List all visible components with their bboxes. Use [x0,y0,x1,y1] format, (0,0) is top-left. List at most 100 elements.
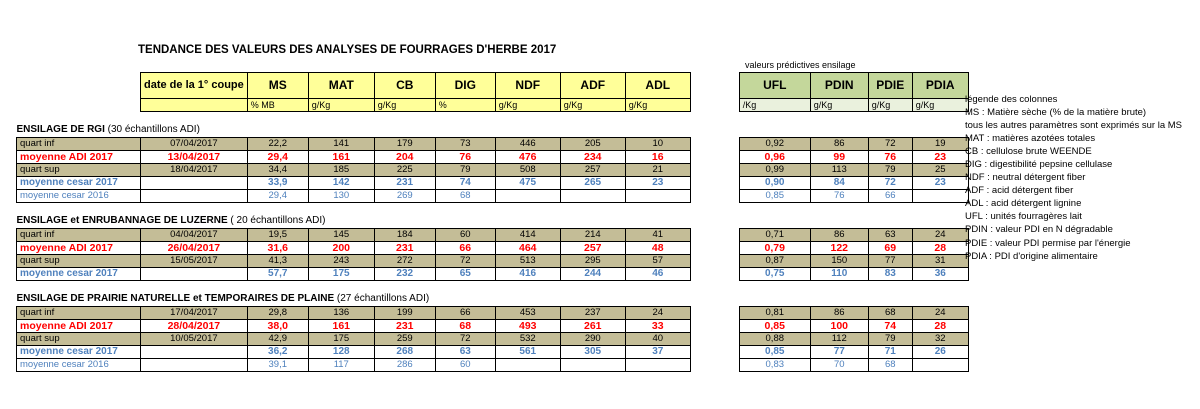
pred-cell: 0,75 [738,267,811,281]
table-row: quart inf 04/04/2017 19,5 145 184 60 414 214 41 0… [16,228,969,242]
pred-cell [911,358,969,372]
value-cell: 175 [307,332,375,346]
value-cell: 175 [307,267,375,281]
value-cell: 72 [434,332,496,346]
value-cell: 63 [434,345,496,359]
unit-cell: g/Kg [867,98,913,112]
value-cell: 184 [373,228,436,242]
section-spacer [17,281,969,292]
pred-cell: 79 [867,332,913,346]
pred-cell: 0,88 [738,332,811,346]
value-cell: 33,9 [246,176,309,190]
row-label: moyenne ADI 2017 [16,319,141,333]
section-subtitle: (30 échantillons ADI) [104,124,200,135]
pred-cell: 0,96 [738,150,811,164]
pred-cell: 112 [809,332,869,346]
pred-cell: 32 [911,332,969,346]
row-label: moyenne ADI 2017 [16,150,141,164]
table-row: moyenne cesar 2017 57,7 175 232 65 416 244 46 0,… [16,267,969,281]
header-mat: MAT [307,72,375,99]
pred-cell: 66 [867,189,913,203]
value-cell: 29,4 [246,150,309,164]
legend-line: PDIE : valeur PDI permise par l'énergie [965,237,1131,249]
unit-cell: g/Kg [494,98,561,112]
row-date [140,358,248,372]
row-label: quart sup [16,332,141,346]
section-subtitle: ( 20 échantillons ADI) [227,215,326,226]
value-cell: 295 [559,254,626,268]
section-title-text: ENSILAGE DE PRAIRIE NATURELLE et TEMPORA… [16,293,335,304]
value-cell: 204 [373,150,436,164]
value-cell: 79 [434,163,496,177]
value-cell: 205 [559,137,626,151]
header-pdia: PDIA [911,72,969,99]
row-date [140,345,248,359]
value-cell: 16 [624,150,691,164]
value-cell: 513 [494,254,561,268]
row-date: 13/04/2017 [140,150,248,164]
value-cell: 60 [434,228,496,242]
value-cell: 34,4 [246,163,309,177]
value-cell: 72 [434,254,496,268]
section-title-text: ENSILAGE DE RGI [16,124,105,135]
legend-line: tous les autres paramètres sont exprimés… [965,120,1183,132]
value-cell: 269 [373,189,436,203]
value-cell [494,189,561,203]
value-cell: 39,1 [246,358,309,372]
pred-cell: 70 [809,358,869,372]
section-title-row: ENSILAGE DE PRAIRIE NATURELLE et TEMPORA… [17,291,969,307]
row-date: 10/05/2017 [140,332,248,346]
unit-cell: g/Kg [559,98,626,112]
value-cell: 19,5 [246,228,309,242]
pred-cell: 0,90 [738,176,811,190]
pred-cell: 113 [809,163,869,177]
value-cell: 42,9 [246,332,309,346]
value-cell: 161 [307,150,375,164]
value-cell: 38,0 [246,319,309,333]
unit-cell: % MB [246,98,309,112]
pred-cell: 0,83 [738,358,811,372]
value-cell: 231 [373,176,436,190]
header-ms: MS [246,72,309,99]
section-title: ENSILAGE DE RGI (30 échantillons ADI) [17,122,969,138]
value-cell: 65 [434,267,496,281]
row-label: moyenne cesar 2017 [16,345,141,359]
legend-line: CB : cellulose brute WEENDE [965,146,1092,158]
section-title: ENSILAGE DE PRAIRIE NATURELLE et TEMPORA… [17,291,969,307]
value-cell: 257 [559,163,626,177]
pred-cell: 0,71 [738,228,811,242]
value-cell: 561 [494,345,561,359]
pred-cell: 122 [809,241,869,255]
legend-line: MAT : matières azotées totales [965,133,1096,145]
row-label: quart inf [16,306,141,320]
value-cell: 136 [307,306,375,320]
pred-cell: 0,92 [738,137,811,151]
pred-cell: 24 [911,228,969,242]
pred-cell [911,189,969,203]
pred-cell: 76 [867,150,913,164]
row-label: quart inf [16,228,141,242]
legend-line: MS : Matière sèche (% de la matière brut… [965,107,1147,119]
header-date: date de la 1° coupe [140,72,248,99]
value-cell: 225 [373,163,436,177]
value-cell: 41,3 [246,254,309,268]
row-date [140,267,248,281]
header-dig: DIG [434,72,496,99]
pred-cell: 28 [911,319,969,333]
unit-cell: g/Kg [911,98,969,112]
row-date: 26/04/2017 [140,241,248,255]
value-cell: 265 [559,176,626,190]
unit-date [140,98,248,112]
value-cell: 33 [624,319,691,333]
value-cell: 493 [494,319,561,333]
pred-cell: 86 [809,228,869,242]
row-label: moyenne cesar 2016 [16,189,141,203]
row-label: moyenne cesar 2017 [16,176,141,190]
pred-cell: 0,85 [738,189,811,203]
pred-cell: 68 [867,306,913,320]
value-cell: 185 [307,163,375,177]
value-cell: 475 [494,176,561,190]
row-label: quart inf [16,137,141,151]
row-date: 17/04/2017 [140,306,248,320]
column-legend: légende des colonnes MS : Matière sèche (… [965,93,1182,263]
